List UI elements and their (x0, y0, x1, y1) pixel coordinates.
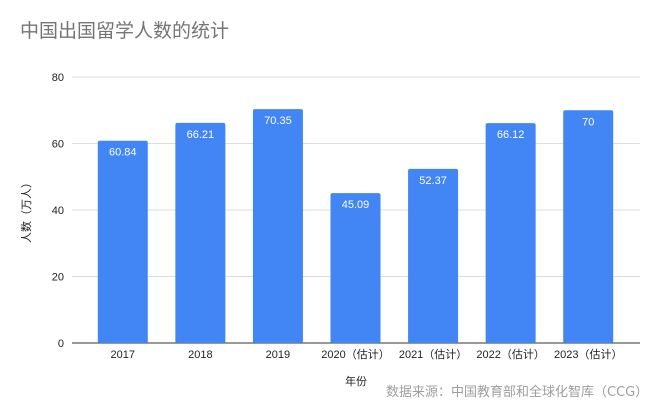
data-label: 70.35 (264, 115, 292, 127)
y-tick-label: 80 (52, 72, 64, 84)
data-label: 66.12 (497, 129, 525, 141)
bar (485, 123, 536, 343)
x-tick-label: 2023（估计） (554, 348, 622, 361)
y-tick-label: 40 (52, 205, 64, 217)
bar (330, 193, 381, 343)
bar (175, 122, 226, 344)
y-axis-label: 人数（万人） (20, 177, 33, 243)
x-tick-label: 2020（估计） (321, 348, 389, 361)
y-tick-label: 60 (52, 139, 64, 151)
bar (563, 110, 614, 343)
data-label: 66.21 (187, 129, 215, 141)
x-tick-label: 2017 (111, 349, 135, 361)
chart-title: 中国出国留学人数的统计 (20, 20, 230, 42)
x-tick-label: 2018 (188, 349, 212, 361)
data-label: 70 (582, 116, 594, 128)
x-tick-label: 2021（估计） (399, 348, 467, 361)
x-tick-label: 2022（估计） (476, 348, 544, 361)
bar (408, 168, 459, 343)
data-label: 45.09 (342, 199, 370, 211)
x-tick-label: 2019 (266, 349, 290, 361)
y-tick-label: 20 (52, 272, 64, 284)
data-label: 52.37 (419, 175, 447, 187)
bar (97, 140, 148, 343)
data-source-note: 数据来源：中国教育部和全球化智库（CCG） (386, 385, 649, 400)
x-axis-label: 年份 (345, 374, 367, 388)
bar (252, 109, 303, 344)
data-label: 60.84 (109, 147, 137, 159)
y-tick-label: 0 (58, 338, 64, 350)
